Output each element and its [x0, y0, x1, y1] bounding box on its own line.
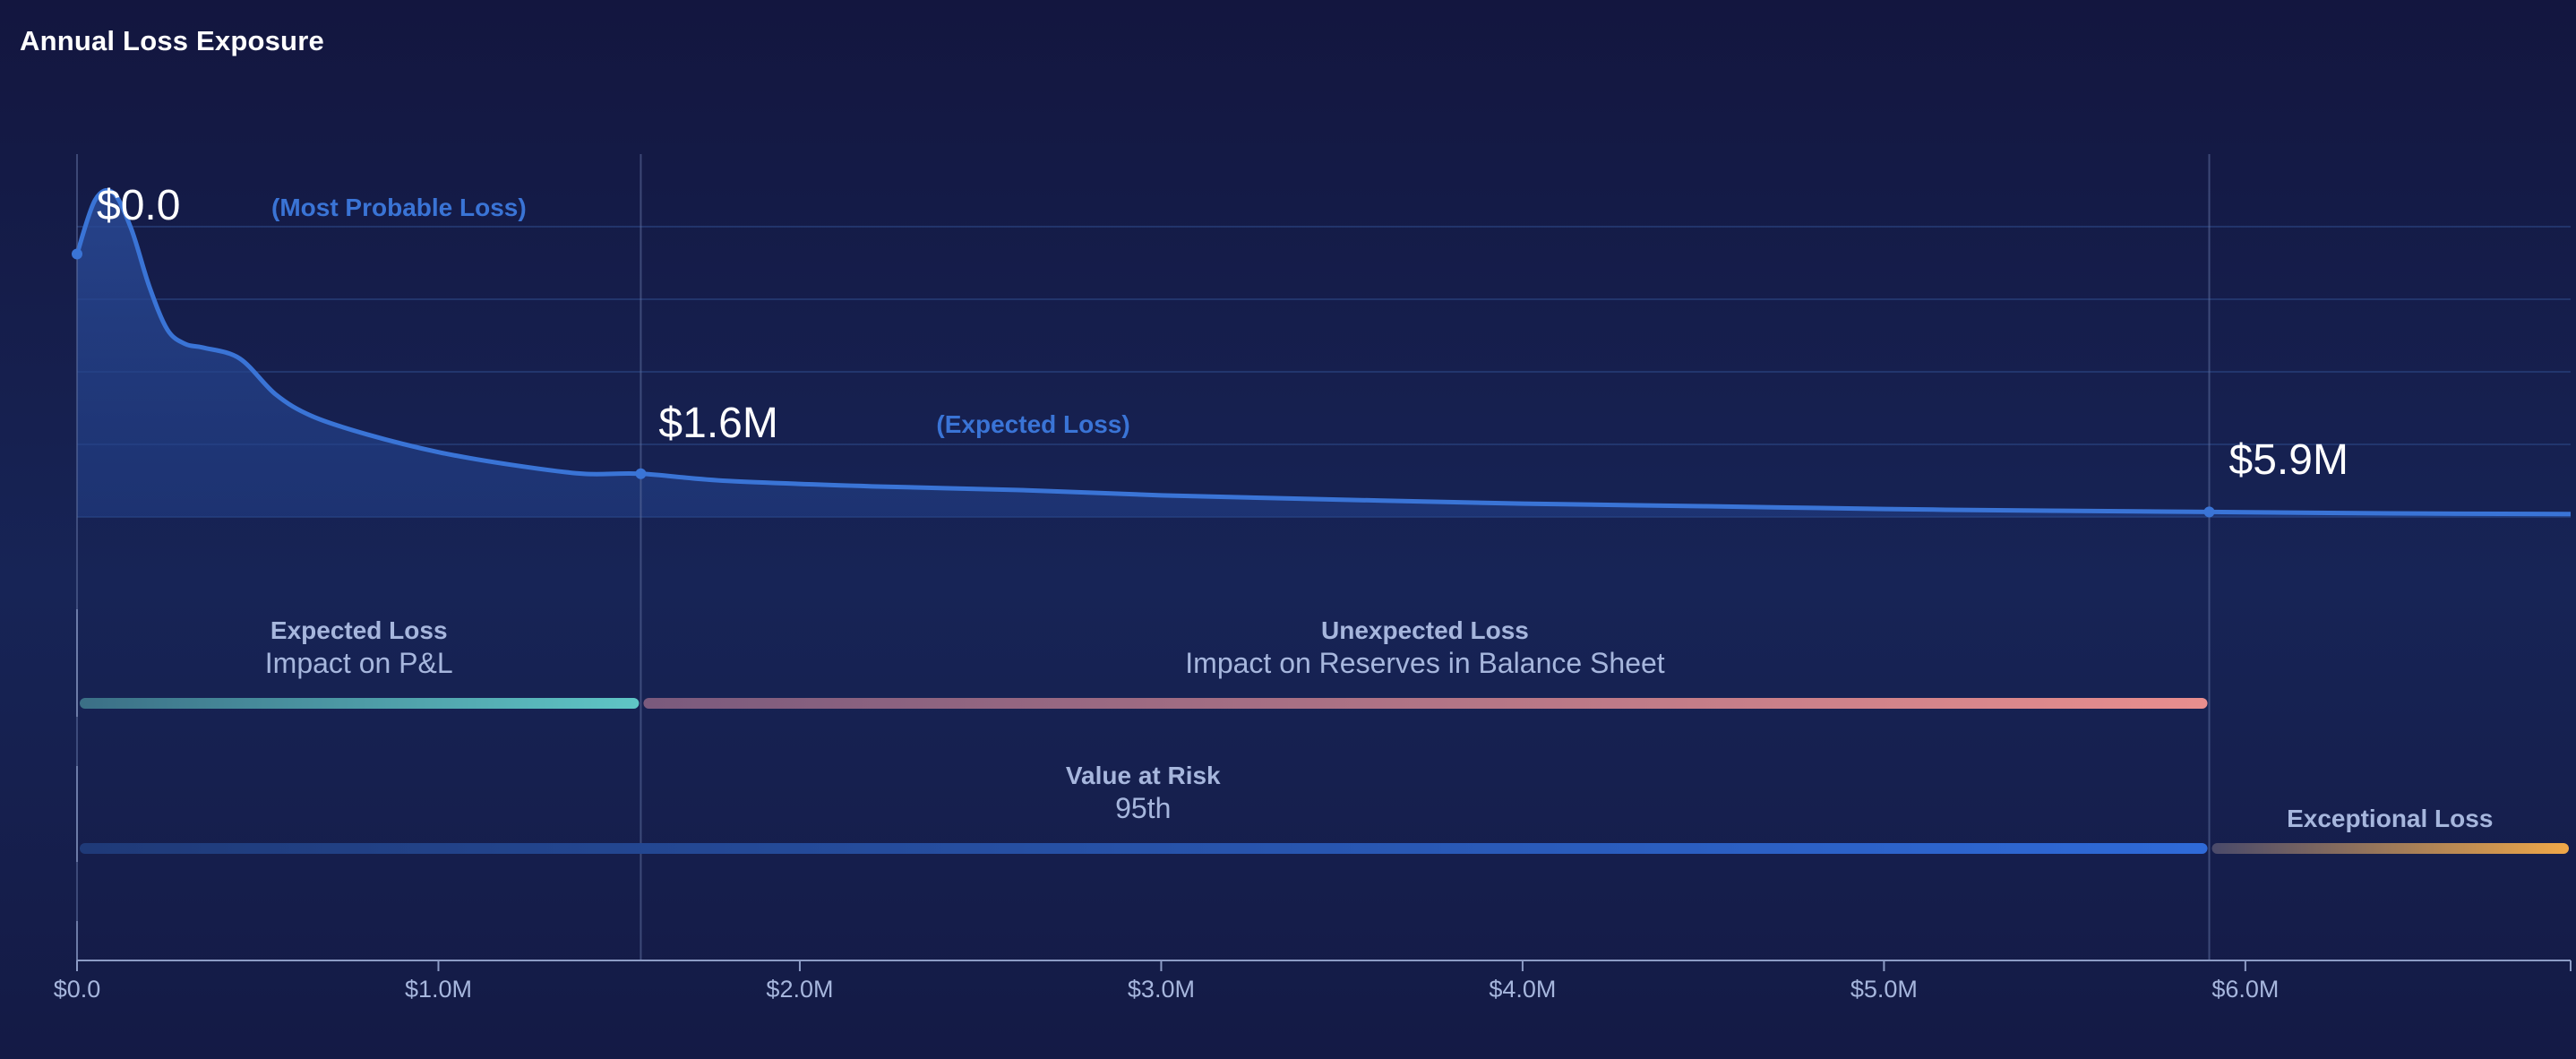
- loss-area: [77, 190, 2571, 517]
- band-title: Value at Risk: [1066, 762, 1221, 789]
- x-tick-label: $6.0M: [2211, 976, 2279, 1003]
- band-subtitle: Impact on P&L: [265, 647, 453, 679]
- x-tick-label: $1.0M: [405, 976, 472, 1003]
- x-tick-label: $4.0M: [1489, 976, 1556, 1003]
- x-tick-label: $3.0M: [1128, 976, 1195, 1003]
- band-title: Unexpected Loss: [1321, 616, 1529, 644]
- band-bar: [80, 698, 640, 709]
- marker-note-label: (Expected Loss): [936, 410, 1129, 438]
- band-subtitle: 95th: [1115, 792, 1171, 824]
- marker-value-label: $0.0: [97, 182, 180, 229]
- chart-title: Annual Loss Exposure: [20, 25, 324, 56]
- marker-value-label: $1.6M: [658, 400, 777, 447]
- band-title: Exceptional Loss: [2287, 805, 2493, 832]
- loss-curve-line: [74, 187, 2572, 517]
- x-tick-label: $5.0M: [1850, 976, 1918, 1003]
- band-bar: [2211, 843, 2569, 854]
- marker-value-label: $5.9M: [2229, 436, 2348, 484]
- band-bar: [643, 698, 2208, 709]
- band-subtitle: Impact on Reserves in Balance Sheet: [1185, 647, 1665, 679]
- marker-note-label: (Most Probable Loss): [271, 194, 527, 221]
- x-tick-label: $2.0M: [766, 976, 833, 1003]
- marker-point: [2203, 506, 2215, 518]
- band-title: Expected Loss: [270, 616, 448, 644]
- band-bar: [80, 843, 2208, 854]
- x-tick-label: $0.0: [54, 976, 101, 1003]
- marker-point: [635, 468, 647, 479]
- marker-point: [72, 248, 82, 260]
